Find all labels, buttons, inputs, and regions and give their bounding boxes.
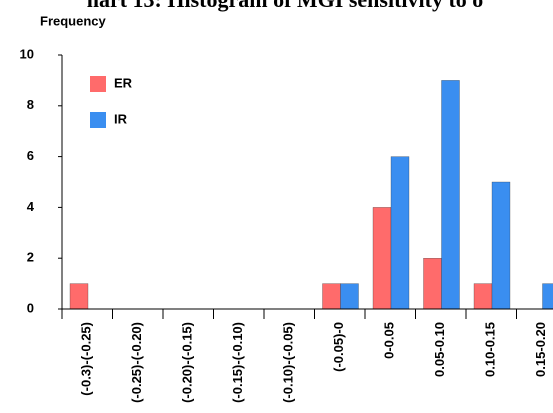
bar: [372, 207, 392, 310]
bar: [491, 181, 511, 310]
bar: [473, 283, 493, 310]
x-tick-label: 0.10-0.15: [483, 322, 498, 377]
x-tick-label: (-0.25)-(-0.20): [129, 322, 144, 403]
legend-label: IR: [114, 111, 128, 126]
y-tick-label: 0: [27, 300, 34, 315]
y-tick-label: 10: [20, 46, 34, 61]
x-tick-label: 0.05-0.10: [432, 322, 447, 377]
x-tick-label: (-0.15)-(-0.10): [230, 322, 245, 403]
bar: [69, 283, 89, 310]
bar: [322, 283, 341, 310]
y-tick-label: 2: [27, 250, 34, 265]
chart-title: hart 13: Histogram of MGI sensitivity to…: [87, 0, 484, 12]
x-tick-label: (-0.20)-(-0.15): [180, 322, 195, 403]
x-tick-label: (-0.3)-(-0.25): [79, 322, 94, 396]
bar: [542, 283, 553, 310]
y-axis-label: Frequency: [40, 13, 107, 28]
legend-swatch: [90, 112, 106, 128]
bar: [340, 283, 359, 310]
bar: [423, 258, 442, 310]
bar: [390, 156, 410, 310]
legend-label: ER: [114, 75, 133, 90]
y-tick-label: 4: [27, 199, 35, 214]
bar: [441, 80, 460, 310]
x-tick-label: (-0.05)-0: [331, 322, 346, 372]
x-tick-label: 0-0.05: [382, 322, 397, 359]
x-tick-label: (-0.10)-(-0.05): [281, 322, 296, 403]
legend-swatch: [90, 76, 106, 92]
x-tick-label: 0.15-0.20: [533, 322, 548, 377]
y-tick-label: 8: [27, 97, 34, 112]
y-tick-label: 6: [27, 148, 34, 163]
